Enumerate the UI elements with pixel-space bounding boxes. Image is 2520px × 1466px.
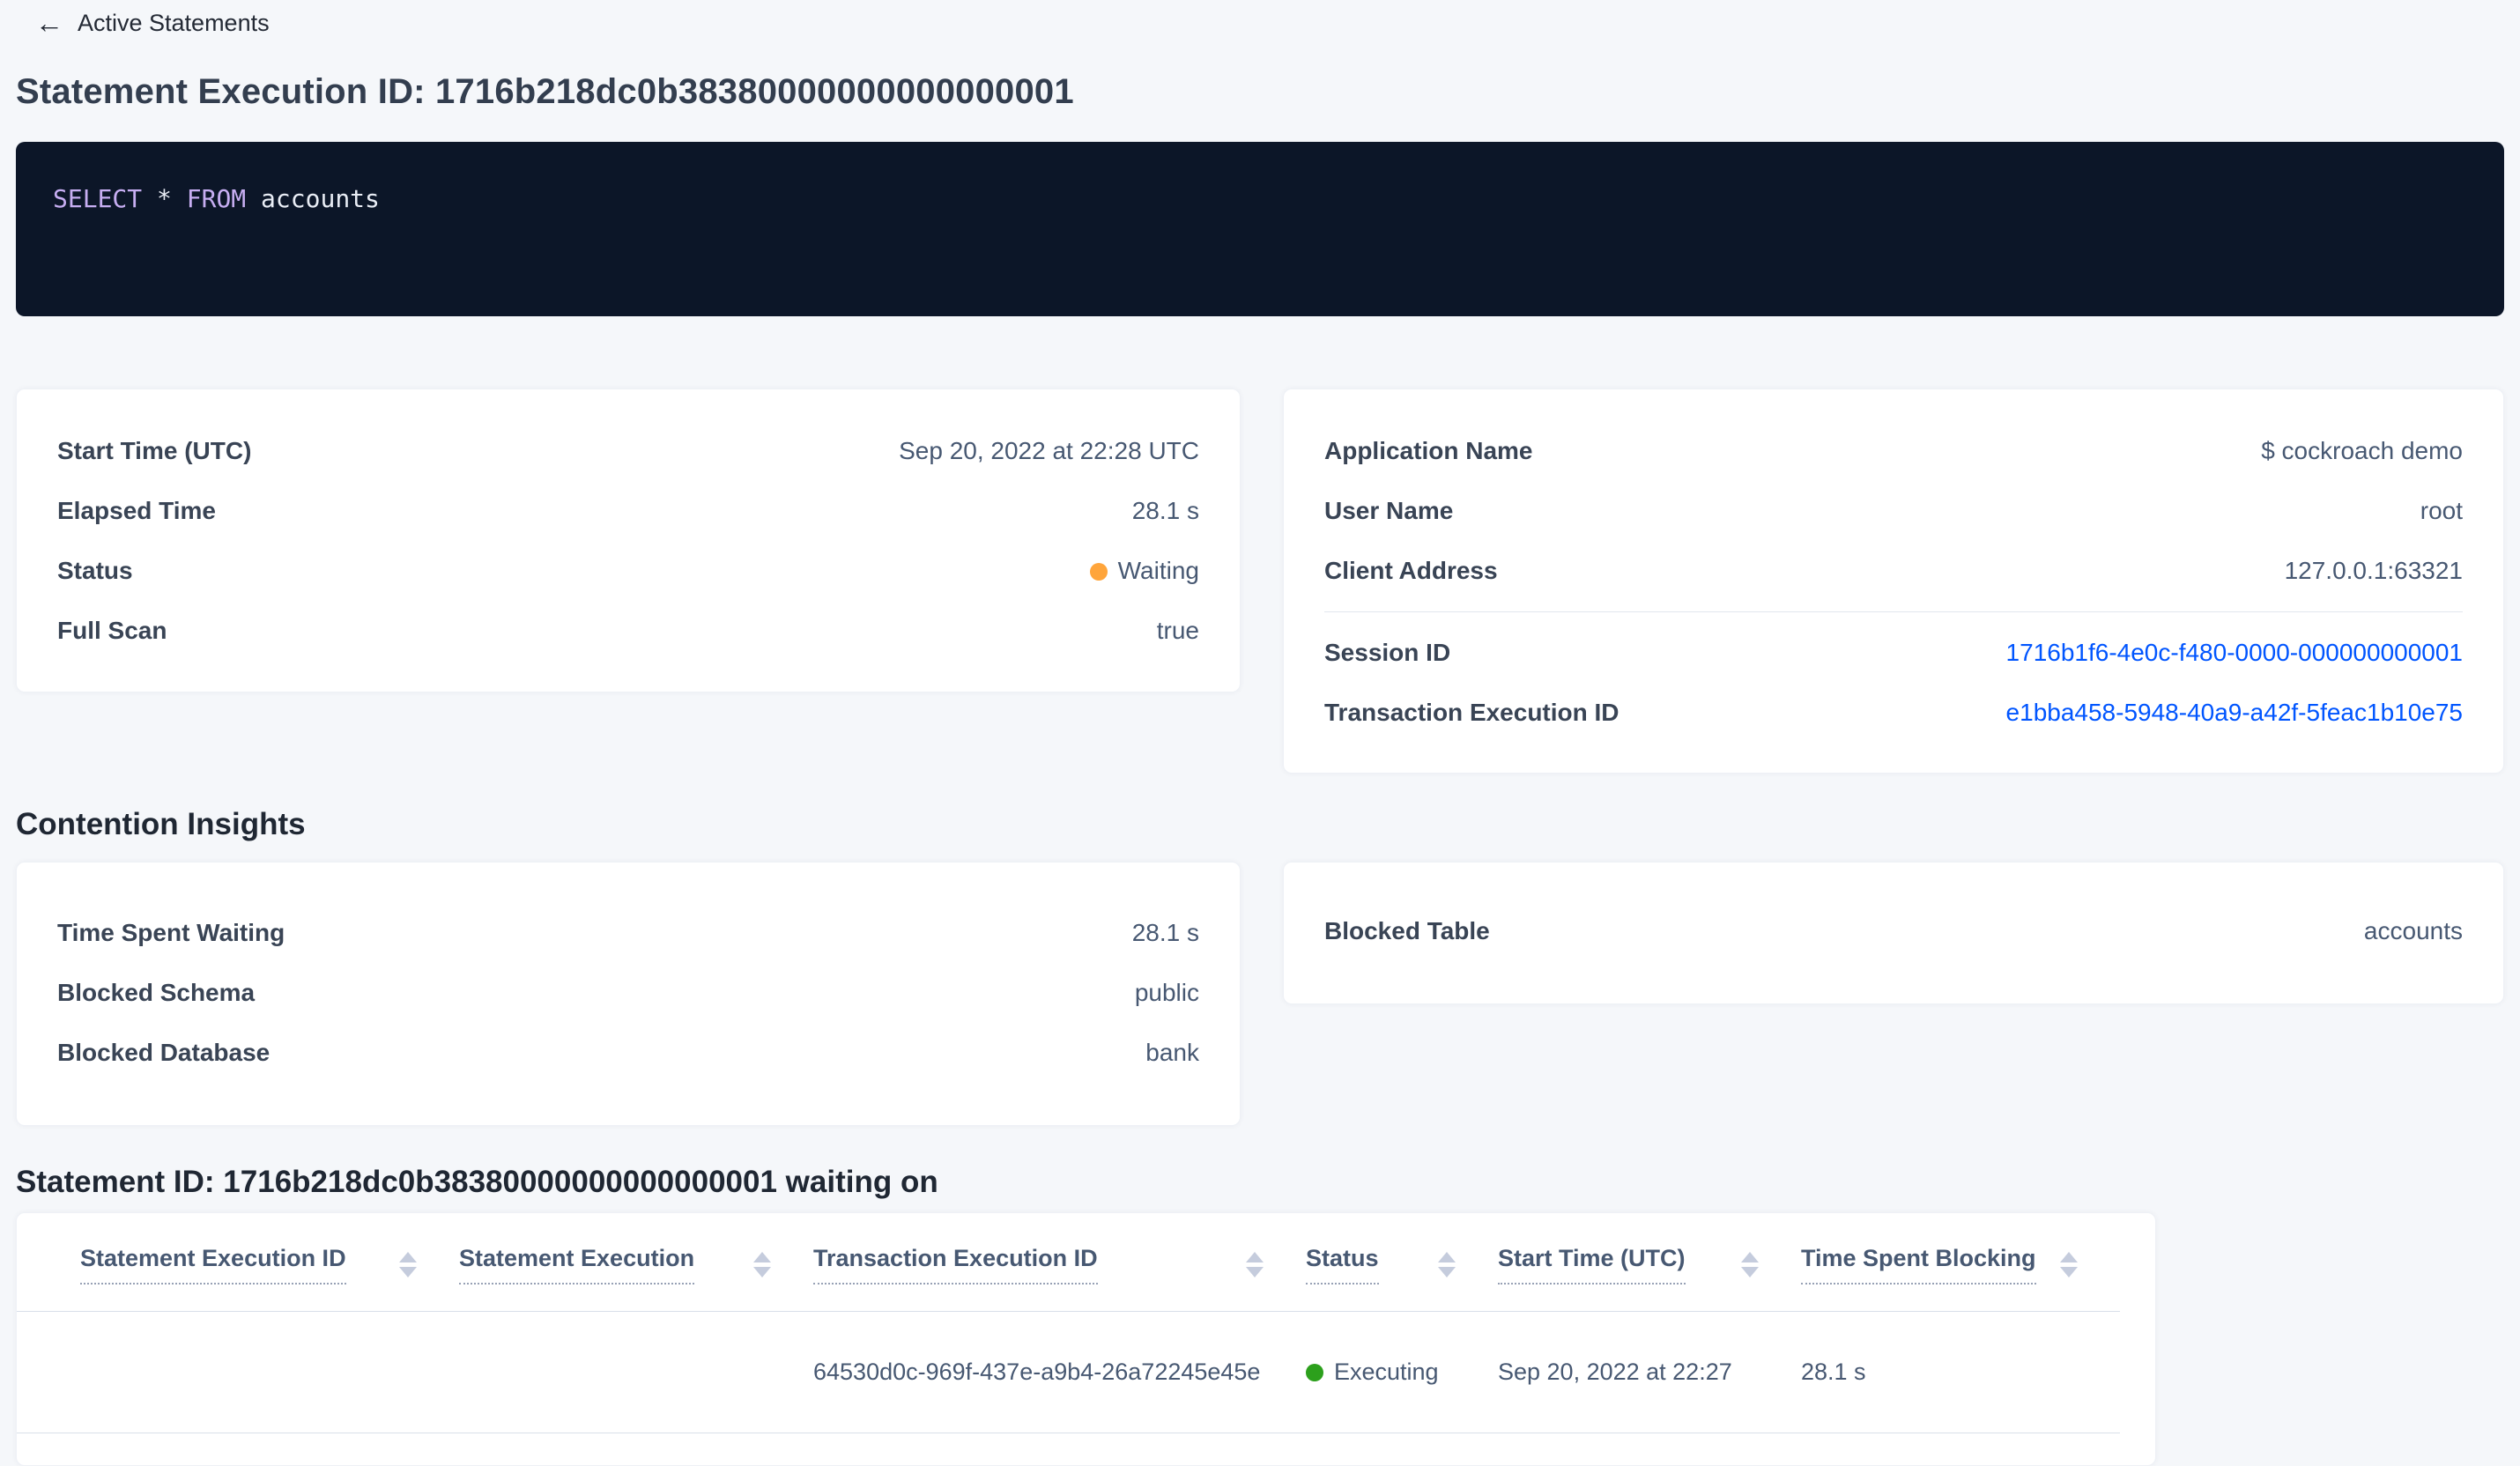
contention-insights-heading: Contention Insights xyxy=(16,807,306,841)
status-executing-dot-icon xyxy=(1306,1363,1323,1381)
application-name-label: Application Name xyxy=(1324,437,1533,464)
client-address-label: Client Address xyxy=(1324,557,1498,584)
page-title: Statement Execution ID: 1716b218dc0b3838… xyxy=(16,72,1074,111)
user-name-row: User Name root xyxy=(1324,481,2463,541)
status-waiting-dot-icon xyxy=(1089,563,1108,581)
blocked-table-value: accounts xyxy=(2363,917,2463,944)
time-spent-waiting-value: 28.1 s xyxy=(1131,919,1199,946)
overview-cards-row: Start Time (UTC) Sep 20, 2022 at 22:28 U… xyxy=(16,389,2504,774)
sort-icon[interactable] xyxy=(753,1252,771,1277)
status-label: Status xyxy=(57,557,133,584)
status-text: Waiting xyxy=(1117,557,1199,584)
transaction-execution-id-label: Transaction Execution ID xyxy=(1324,699,1619,726)
session-id-row: Session ID 1716b1f6-4e0c-f480-0000-00000… xyxy=(1324,623,2463,683)
status-row: Status Waiting xyxy=(57,541,1199,601)
full-scan-label: Full Scan xyxy=(57,617,167,644)
user-name-label: User Name xyxy=(1324,497,1454,524)
cell-status: Executing xyxy=(1306,1359,1498,1386)
column-header-label: Transaction Execution ID xyxy=(813,1245,1098,1285)
transaction-execution-id-link[interactable]: e1bba458-5948-40a9-a42f-5feac1b10e75 xyxy=(2005,699,2463,726)
waiting-on-heading: Statement ID: 1716b218dc0b38380000000000… xyxy=(16,1165,938,1199)
sql-query-text: SELECT * FROM accounts xyxy=(53,184,2467,213)
column-header-label: Statement Execution xyxy=(459,1245,695,1285)
blocked-table-card: Blocked Table accounts xyxy=(1283,862,2504,1004)
blocked-schema-value: public xyxy=(1134,979,1199,1006)
column-header-status[interactable]: Status xyxy=(1306,1245,1498,1285)
session-id-label: Session ID xyxy=(1324,639,1451,666)
cell-time-spent-blocking: 28.1 s xyxy=(1801,1359,1866,1385)
back-link-label: Active Statements xyxy=(78,9,270,36)
cell-transaction-execution-id: 64530d0c-969f-437e-a9b4-26a72245e45e xyxy=(813,1359,1261,1385)
sort-icon[interactable] xyxy=(2060,1252,2078,1277)
start-time-label: Start Time (UTC) xyxy=(57,437,252,464)
elapsed-time-row: Elapsed Time 28.1 s xyxy=(57,481,1199,541)
blocked-database-row: Blocked Database bank xyxy=(57,1023,1199,1083)
full-scan-value: true xyxy=(1156,617,1199,644)
elapsed-time-label: Elapsed Time xyxy=(57,497,217,524)
full-scan-row: Full Scan true xyxy=(57,601,1199,661)
sort-icon[interactable] xyxy=(1741,1252,1759,1277)
back-arrow-icon: ← xyxy=(35,7,63,39)
client-address-row: Client Address 127.0.0.1:63321 xyxy=(1324,541,2463,601)
back-to-active-statements-link[interactable]: ← Active Statements xyxy=(35,9,270,37)
column-header-statement-execution[interactable]: Statement Execution xyxy=(459,1245,813,1285)
user-name-value: root xyxy=(2420,497,2463,524)
column-header-label: Statement Execution ID xyxy=(80,1245,346,1285)
time-spent-waiting-row: Time Spent Waiting 28.1 s xyxy=(57,903,1199,963)
transaction-execution-id-row: Transaction Execution ID e1bba458-5948-4… xyxy=(1324,683,2463,743)
application-name-row: Application Name $ cockroach demo xyxy=(1324,421,2463,481)
sql-text: * xyxy=(142,184,187,213)
blocked-database-value: bank xyxy=(1145,1039,1199,1066)
sort-icon[interactable] xyxy=(1246,1252,1264,1277)
blocked-schema-label: Blocked Schema xyxy=(57,979,256,1006)
contention-waiting-card: Time Spent Waiting 28.1 s Blocked Schema… xyxy=(16,862,1241,1126)
table-row: 64530d0c-969f-437e-a9b4-26a72245e45e Exe… xyxy=(17,1312,2120,1433)
session-details-card: Application Name $ cockroach demo User N… xyxy=(1283,389,2504,774)
sql-text: accounts xyxy=(246,184,380,213)
column-header-transaction-execution-id[interactable]: Transaction Execution ID xyxy=(813,1245,1306,1285)
waiting-on-table-header: Statement Execution ID Statement Executi… xyxy=(17,1213,2120,1312)
client-address-value: 127.0.0.1:63321 xyxy=(2284,557,2463,584)
column-header-time-spent-blocking[interactable]: Time Spent Blocking xyxy=(1801,1245,2120,1285)
blocked-table-label: Blocked Table xyxy=(1324,917,1490,944)
blocked-schema-row: Blocked Schema public xyxy=(57,963,1199,1023)
status-text: Executing xyxy=(1334,1359,1439,1385)
elapsed-time-value: 28.1 s xyxy=(1131,497,1199,524)
sort-icon[interactable] xyxy=(399,1252,417,1277)
statement-overview-card: Start Time (UTC) Sep 20, 2022 at 22:28 U… xyxy=(16,389,1241,692)
sort-icon[interactable] xyxy=(1438,1252,1456,1277)
column-header-statement-execution-id[interactable]: Statement Execution ID xyxy=(17,1245,459,1285)
sql-query-box: SELECT * FROM accounts xyxy=(16,142,2504,316)
column-header-label: Start Time (UTC) xyxy=(1498,1245,1686,1285)
status-value: Waiting xyxy=(1089,557,1199,585)
start-time-row: Start Time (UTC) Sep 20, 2022 at 22:28 U… xyxy=(57,421,1199,481)
time-spent-waiting-label: Time Spent Waiting xyxy=(57,919,285,946)
column-header-label: Status xyxy=(1306,1245,1379,1285)
column-header-start-time[interactable]: Start Time (UTC) xyxy=(1498,1245,1801,1285)
blocked-database-label: Blocked Database xyxy=(57,1039,271,1066)
session-id-link[interactable]: 1716b1f6-4e0c-f480-0000-000000000001 xyxy=(2005,639,2463,666)
table-footer-spacer xyxy=(17,1433,2155,1465)
sql-keyword: SELECT xyxy=(53,184,143,213)
cell-start-time: Sep 20, 2022 at 22:27 xyxy=(1498,1359,1732,1385)
sql-keyword: FROM xyxy=(186,184,247,213)
start-time-value: Sep 20, 2022 at 22:28 UTC xyxy=(899,437,1199,464)
application-name-value: $ cockroach demo xyxy=(2261,437,2463,464)
waiting-on-table: Statement Execution ID Statement Executi… xyxy=(16,1212,2156,1466)
column-header-label: Time Spent Blocking xyxy=(1801,1245,2036,1285)
card-divider xyxy=(1324,611,2463,612)
contention-cards-row: Time Spent Waiting 28.1 s Blocked Schema… xyxy=(16,862,2504,1126)
blocked-table-row: Blocked Table accounts xyxy=(1324,901,2463,961)
